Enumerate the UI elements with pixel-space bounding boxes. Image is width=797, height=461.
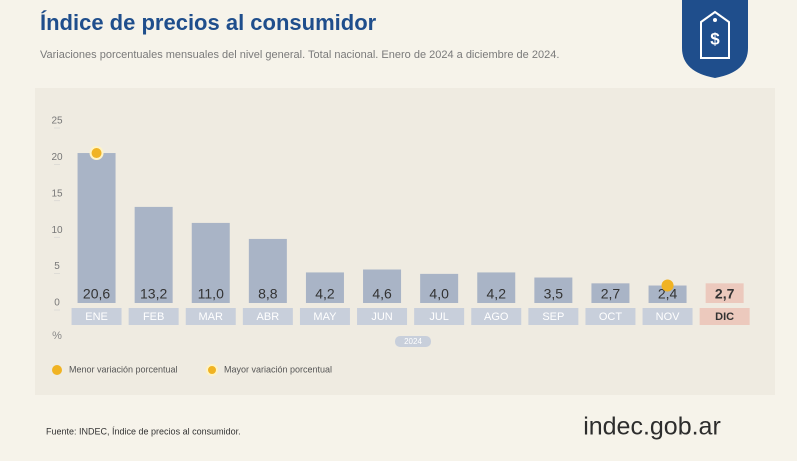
category-box	[185, 308, 236, 325]
y-tick-label: 25	[51, 116, 63, 127]
source: Fuente: INDEC, Índice de precios al cons…	[46, 426, 241, 436]
category-box	[471, 308, 522, 325]
bar	[420, 273, 459, 303]
value-label: 2,4	[658, 286, 678, 302]
x-tick-label: OCT	[599, 311, 623, 323]
bar	[534, 277, 573, 303]
legend-swatch	[206, 364, 218, 376]
bar	[648, 285, 687, 303]
svg-text:$: $	[710, 29, 720, 48]
category-box	[585, 308, 636, 325]
category-box	[299, 308, 350, 325]
x-tick-label: FEB	[143, 311, 164, 323]
value-label: 11,0	[198, 286, 224, 302]
category-box	[528, 308, 579, 325]
group-pill	[395, 336, 431, 347]
x-tick-label: NOV	[656, 311, 681, 323]
category-box	[699, 308, 750, 325]
value-label: 8,8	[258, 286, 278, 302]
x-tick-label: DIC	[715, 311, 734, 323]
bar	[305, 272, 344, 303]
y-tick-label: 5	[54, 261, 60, 272]
category-box	[642, 308, 693, 325]
bar	[134, 206, 173, 303]
y-tick-label: 10	[51, 225, 63, 236]
bar	[477, 272, 516, 303]
x-tick-label: ABR	[257, 311, 280, 323]
value-label: 4,0	[429, 286, 449, 302]
value-label: 4,2	[315, 286, 335, 302]
category-box	[242, 308, 293, 325]
legend-label: Menor variación porcentual	[69, 364, 178, 374]
bar	[191, 222, 230, 303]
logo-badge: $	[682, 0, 748, 78]
x-tick-label: AGO	[484, 311, 509, 323]
bar	[248, 238, 287, 303]
chart-title: Índice de precios al consumidor	[40, 10, 377, 35]
y-tick-label: 20	[51, 152, 63, 163]
y-unit: %	[52, 330, 62, 342]
category-box	[71, 308, 122, 325]
bar	[591, 283, 630, 303]
chart-subtitle: Variaciones porcentuales mensuales del n…	[40, 49, 559, 61]
category-box	[357, 308, 408, 325]
y-tick-label: 0	[54, 298, 60, 309]
legend-swatch	[52, 365, 62, 375]
marker	[661, 279, 674, 292]
bar	[77, 153, 116, 303]
value-label: 4,6	[372, 286, 392, 302]
value-label: 2,7	[601, 286, 621, 302]
x-tick-label: MAR	[199, 311, 224, 323]
marker	[89, 146, 104, 161]
bar	[705, 283, 744, 303]
category-box	[414, 308, 465, 325]
x-tick-label: JUN	[371, 311, 392, 323]
value-label: 4,2	[487, 286, 507, 302]
value-label: 20,6	[83, 286, 110, 302]
value-label: 13,2	[140, 286, 167, 302]
category-box	[128, 308, 179, 325]
x-tick-label: SEP	[542, 311, 564, 323]
x-tick-label: JUL	[429, 311, 449, 323]
x-tick-label: ENE	[85, 311, 108, 323]
bar	[363, 269, 402, 303]
brand: indec.gob.ar	[583, 413, 721, 441]
x-group-label: 2024	[404, 337, 422, 346]
value-label: 2,7	[715, 286, 735, 302]
x-tick-label: MAY	[313, 311, 337, 323]
value-label: 3,5	[544, 286, 564, 302]
y-tick-label: 15	[51, 188, 63, 199]
legend-label: Mayor variación porcentual	[224, 364, 332, 374]
